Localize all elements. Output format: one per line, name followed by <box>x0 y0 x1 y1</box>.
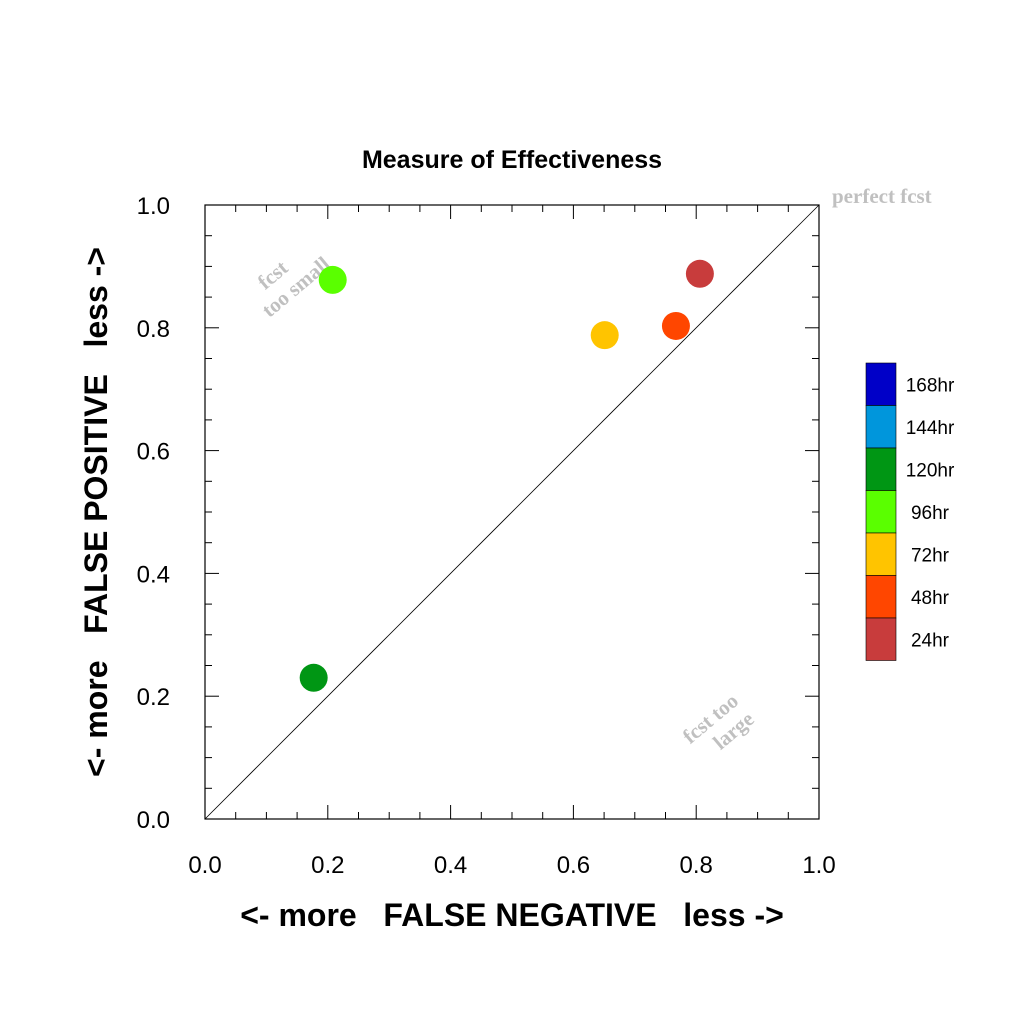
y-tick-label: 0.0 <box>137 807 170 834</box>
y-axis-label: <- more FALSE POSITIVE less -> <box>78 247 114 777</box>
plot-frame <box>204 204 820 820</box>
legend-swatch-168hr <box>865 362 897 406</box>
point-48hr <box>661 311 690 340</box>
x-axis-label: <- more FALSE NEGATIVE less -> <box>240 897 784 933</box>
data-points <box>299 259 714 692</box>
point-24hr <box>685 259 714 288</box>
legend-label-96hr: 96hr <box>911 503 950 524</box>
y-tick-label: 0.4 <box>137 561 170 588</box>
chart-title: Measure of Effectiveness <box>362 146 662 174</box>
legend-swatch-48hr <box>865 575 897 619</box>
legend-swatch-144hr <box>865 405 897 449</box>
legend-label-168hr: 168hr <box>906 375 955 396</box>
legend: 168hr 144hr 120hr 96hr 72hr 48hr 24hr <box>865 362 955 661</box>
x-tick-label: 0.0 <box>188 852 221 879</box>
legend-label-144hr: 144hr <box>906 418 955 439</box>
x-tick-label: 0.4 <box>434 852 467 879</box>
legend-label-72hr: 72hr <box>911 545 950 566</box>
too-large-annotation: fcst too large <box>678 689 759 755</box>
y-tick-label: 0.2 <box>137 684 170 711</box>
y-tick-label: 1.0 <box>137 193 170 220</box>
point-120hr <box>299 663 328 692</box>
tick-labels: 0.0 0.2 0.4 0.6 0.8 1.0 0.0 0.2 0.4 0.6 0.8 1.0 <box>137 193 836 879</box>
x-tick-label: 1.0 <box>802 852 835 879</box>
x-tick-label: 0.8 <box>680 852 713 879</box>
y-tick-label: 0.8 <box>137 316 170 343</box>
point-96hr <box>318 265 347 294</box>
diagonal-reference-line <box>204 204 820 820</box>
x-tick-label: 0.6 <box>557 852 590 879</box>
x-tick-label: 0.2 <box>311 852 344 879</box>
legend-swatch-72hr <box>865 532 897 576</box>
legend-swatch-24hr <box>865 617 897 661</box>
perfect-fcst-annotation: perfect fcst <box>832 184 932 208</box>
y-tick-label: 0.6 <box>137 439 170 466</box>
legend-label-120hr: 120hr <box>906 460 955 481</box>
legend-swatch-96hr <box>865 490 897 534</box>
point-72hr <box>590 321 619 350</box>
legend-label-24hr: 24hr <box>911 630 950 651</box>
legend-swatch-120hr <box>865 447 897 491</box>
legend-label-48hr: 48hr <box>911 588 950 609</box>
